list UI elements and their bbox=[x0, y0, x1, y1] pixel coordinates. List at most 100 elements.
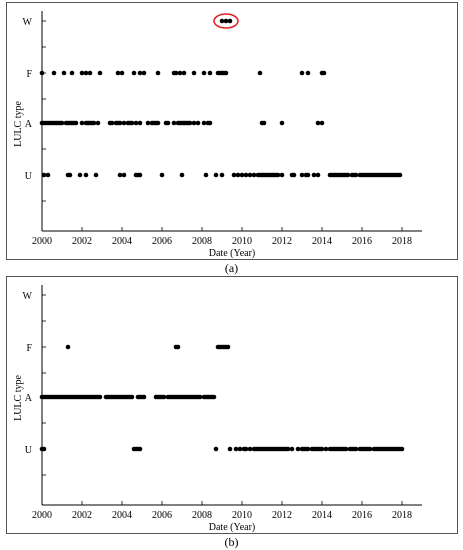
y-tick-label: U bbox=[25, 445, 33, 456]
data-point-u bbox=[319, 446, 325, 452]
data-point-w bbox=[223, 18, 229, 24]
data-point-u bbox=[275, 172, 281, 178]
data-point-a bbox=[319, 120, 325, 126]
data-point-u bbox=[251, 172, 257, 178]
data-point-f bbox=[225, 344, 231, 350]
data-point-u bbox=[315, 172, 321, 178]
data-point-a bbox=[211, 394, 217, 400]
data-point-u bbox=[285, 446, 291, 452]
x-tick-label: 2014 bbox=[312, 236, 332, 247]
chart-panel-a: W F A U 2000 2002 2004 2006 2008 2010 2012 2014 2016… bbox=[6, 2, 458, 260]
data-point-f bbox=[65, 344, 71, 350]
data-point-a bbox=[141, 394, 147, 400]
data-point-f bbox=[141, 70, 147, 76]
data-point-a bbox=[187, 120, 193, 126]
data-point-a bbox=[315, 120, 321, 126]
panel-caption-a: (a) bbox=[224, 261, 239, 275]
data-point-u bbox=[323, 446, 329, 452]
data-point-u bbox=[121, 172, 127, 178]
x-tick-label: 2018 bbox=[392, 236, 412, 247]
x-tick-label: 2004 bbox=[112, 236, 132, 247]
data-point-u bbox=[231, 172, 237, 178]
data-point-f bbox=[69, 70, 75, 76]
data-point-f bbox=[51, 70, 57, 76]
data-point-f bbox=[39, 70, 45, 76]
y-tick-label: W bbox=[23, 17, 33, 28]
data-point-u bbox=[83, 172, 89, 178]
data-point-a bbox=[201, 120, 207, 126]
data-point-f bbox=[131, 70, 137, 76]
data-point-a bbox=[137, 120, 143, 126]
y-axis-label: LULC type bbox=[13, 101, 24, 147]
x-tick-label: 2010 bbox=[232, 510, 252, 521]
y-tick-label: A bbox=[25, 119, 33, 130]
data-point-a bbox=[191, 120, 197, 126]
data-point-u bbox=[367, 446, 373, 452]
data-point-f bbox=[201, 70, 207, 76]
data-point-u bbox=[299, 172, 305, 178]
data-point-u bbox=[41, 172, 47, 178]
x-tick-label: 2016 bbox=[352, 510, 372, 521]
x-tick-label: 2002 bbox=[72, 510, 92, 521]
data-point-u bbox=[345, 172, 351, 178]
y-axis-label: LULC type bbox=[13, 375, 24, 421]
data-point-u bbox=[239, 172, 245, 178]
data-point-u bbox=[67, 172, 73, 178]
data-point-u bbox=[279, 172, 285, 178]
data-point-a bbox=[73, 120, 79, 126]
x-tick-label: 2008 bbox=[192, 510, 212, 521]
x-tick-label: 2010 bbox=[232, 236, 252, 247]
data-point-a bbox=[117, 120, 123, 126]
data-point-f bbox=[137, 70, 143, 76]
data-point-u bbox=[311, 172, 317, 178]
data-point-a bbox=[145, 120, 151, 126]
data-point-u bbox=[399, 446, 405, 452]
data-point-f bbox=[155, 70, 161, 76]
data-point-u bbox=[243, 446, 249, 452]
data-point-u bbox=[343, 446, 349, 452]
data-point-u bbox=[45, 172, 51, 178]
x-tick-label: 2016 bbox=[352, 236, 372, 247]
data-point-u bbox=[137, 446, 143, 452]
data-point-a bbox=[79, 120, 85, 126]
data-point-f bbox=[115, 70, 121, 76]
data-point-u bbox=[159, 172, 165, 178]
data-point-f bbox=[257, 70, 263, 76]
data-point-f bbox=[173, 70, 179, 76]
x-tick-label: 2008 bbox=[192, 236, 212, 247]
data-point-u bbox=[353, 172, 359, 178]
data-point-u bbox=[219, 172, 225, 178]
data-point-u bbox=[247, 446, 253, 452]
data-point-a bbox=[121, 120, 127, 126]
panel-caption-b: (b) bbox=[224, 535, 239, 549]
data-point-f bbox=[181, 70, 187, 76]
data-point-a bbox=[109, 120, 115, 126]
chart-panel-b: W F A U 2000 2002 2004 2006 2008 2010 2012 2014 2016… bbox=[6, 276, 458, 534]
y-tick-label: W bbox=[23, 291, 33, 302]
data-point-f bbox=[321, 70, 327, 76]
x-axis-label: Date (Year) bbox=[209, 522, 255, 533]
data-point-a bbox=[197, 394, 203, 400]
data-point-a bbox=[161, 394, 167, 400]
data-point-u bbox=[233, 446, 239, 452]
data-point-a bbox=[165, 120, 171, 126]
highlight-ellipse bbox=[213, 13, 239, 29]
x-tick-label: 2004 bbox=[112, 510, 132, 521]
data-point-a bbox=[171, 120, 177, 126]
data-point-a bbox=[95, 120, 101, 126]
data-point-a bbox=[195, 120, 201, 126]
data-point-u bbox=[213, 172, 219, 178]
data-point-u bbox=[93, 172, 99, 178]
data-point-f bbox=[83, 70, 89, 76]
data-point-a bbox=[129, 394, 135, 400]
y-tick-label: A bbox=[25, 393, 33, 404]
x-tick-label: 2012 bbox=[272, 236, 292, 247]
x-tick-label: 2018 bbox=[392, 510, 412, 521]
data-point-u bbox=[305, 172, 311, 178]
data-point-a bbox=[129, 120, 135, 126]
lulc-scatter-chart-b: W F A U 2000 2002 2004 2006 2008 2010 2012 2014 2016… bbox=[13, 285, 422, 533]
data-point-f bbox=[299, 70, 305, 76]
data-point-f bbox=[87, 70, 93, 76]
x-tick-label: 2012 bbox=[272, 510, 292, 521]
data-point-f bbox=[207, 70, 213, 76]
